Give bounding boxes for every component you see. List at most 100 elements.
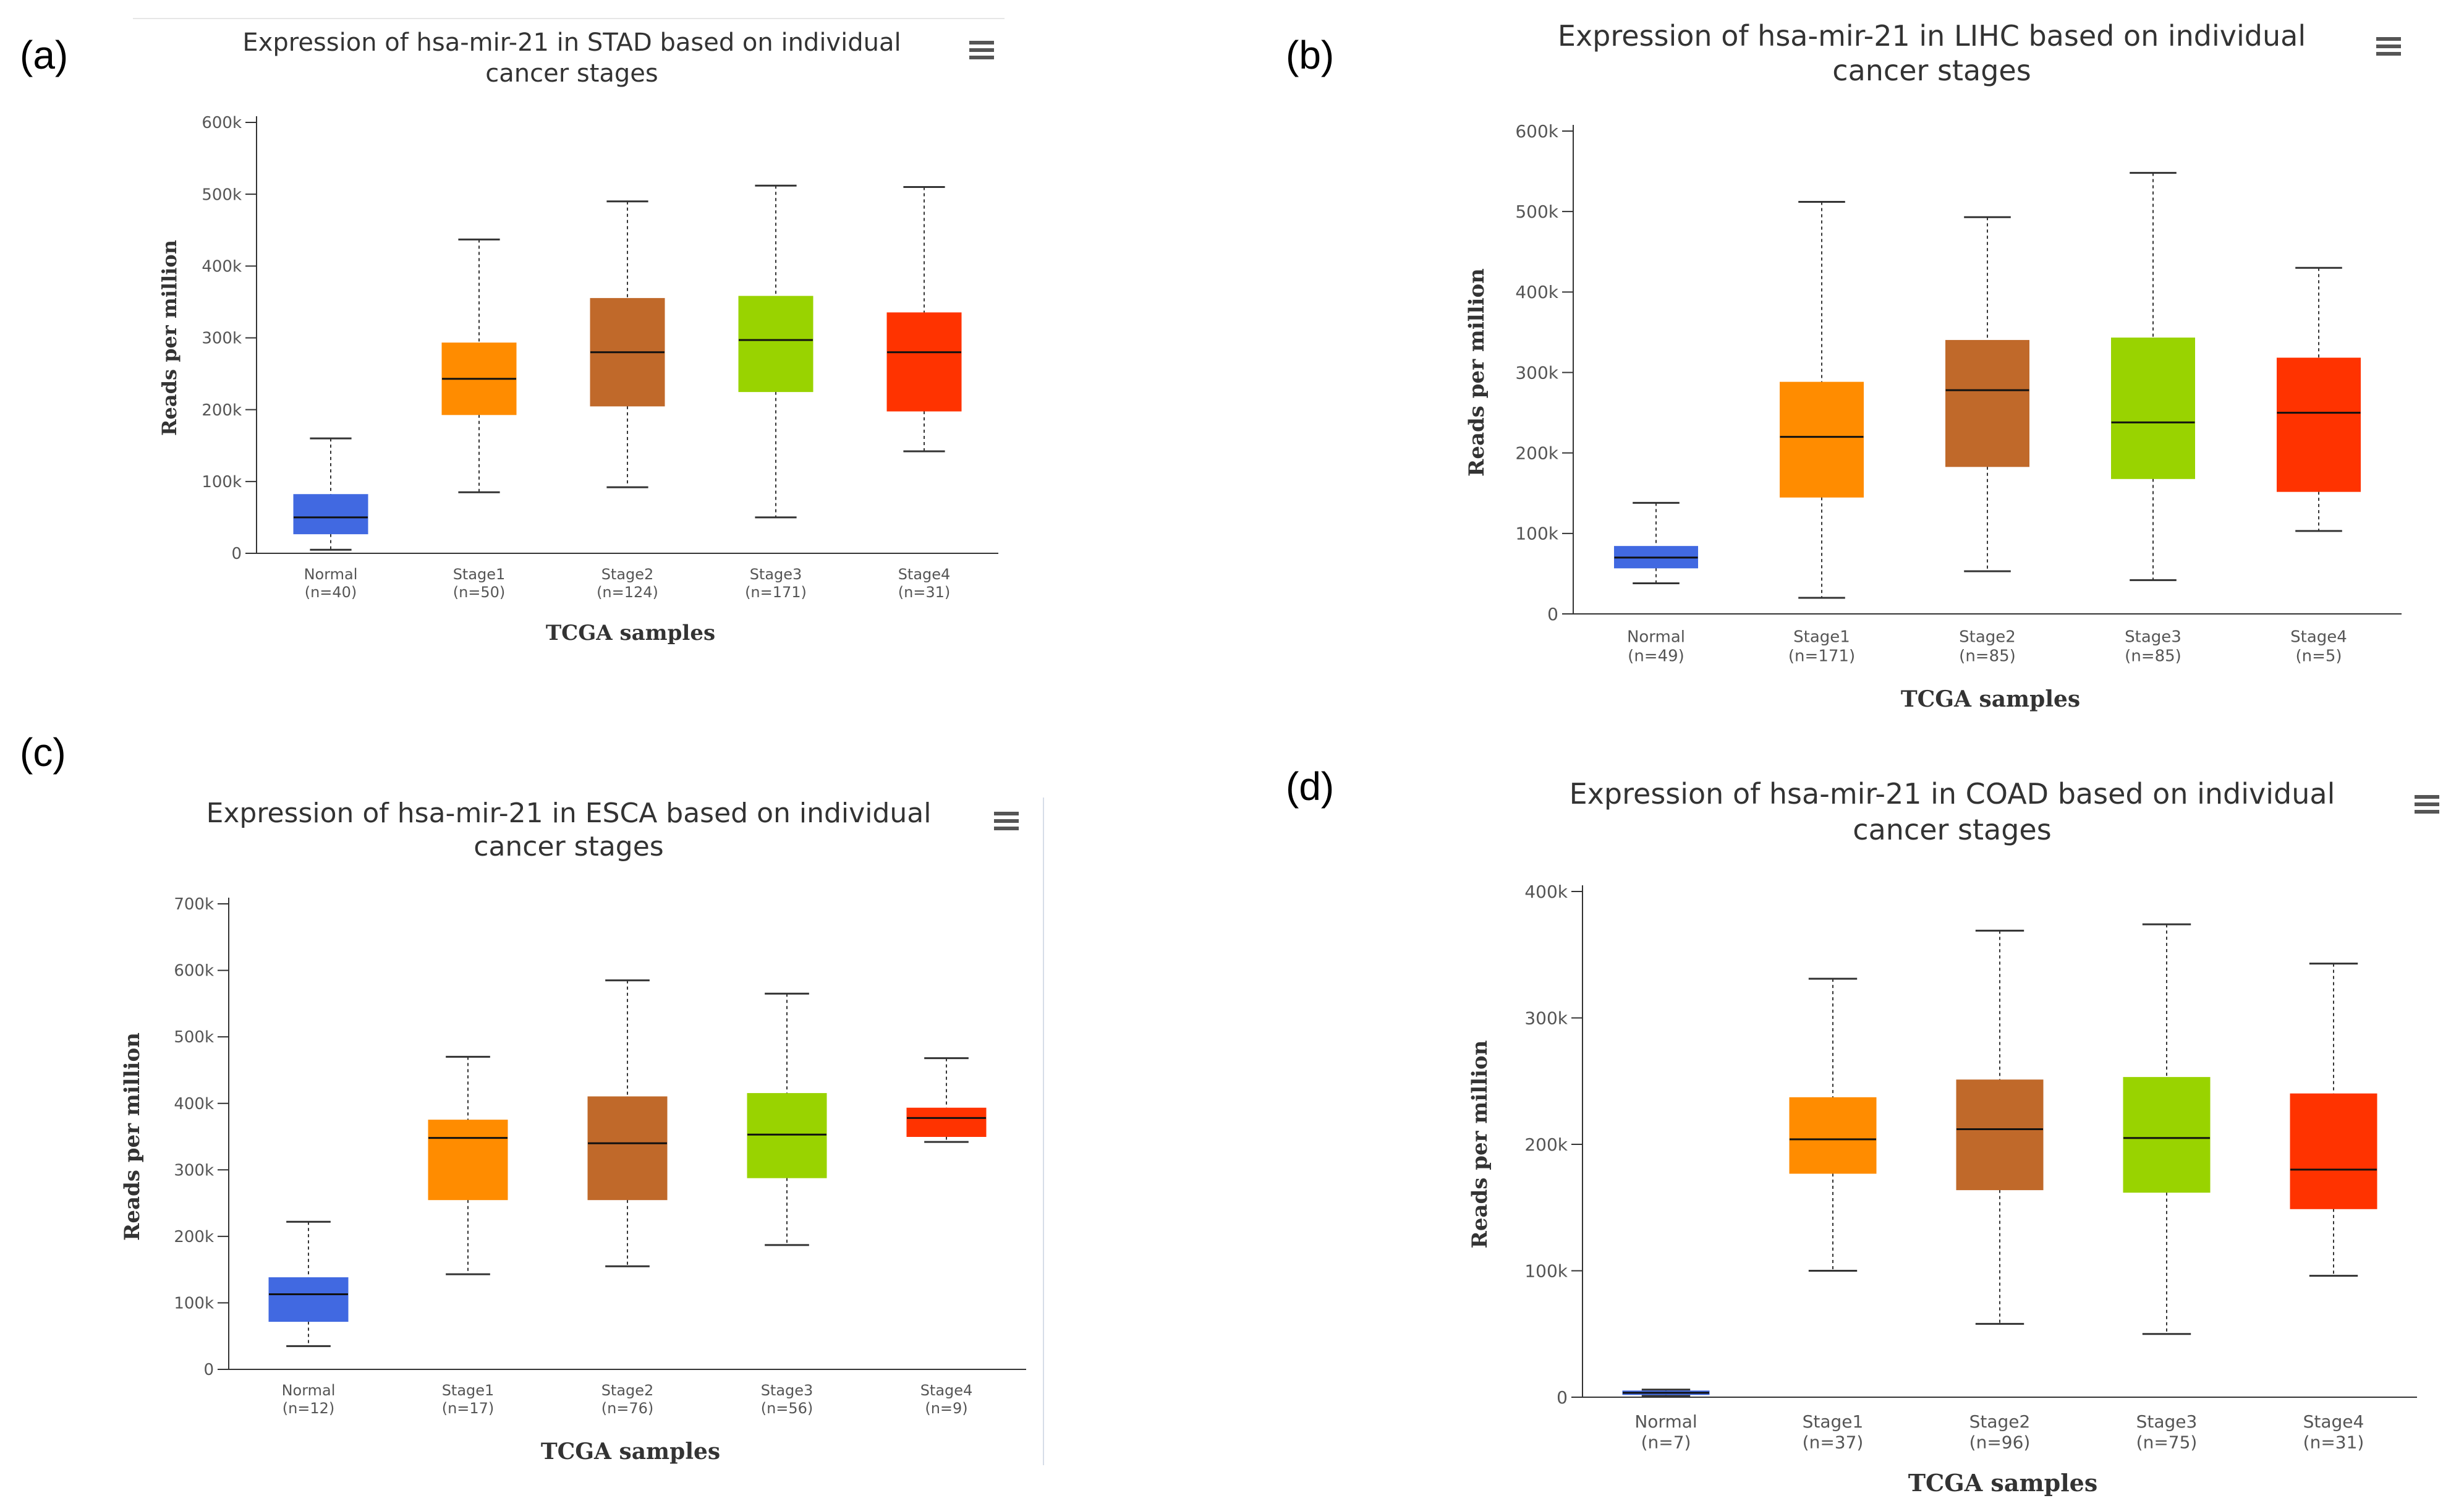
- box-iqr: [1780, 381, 1864, 498]
- y-tick-label: 300k: [1524, 1008, 1568, 1028]
- x-axis-title: TCGA samples: [1901, 686, 2080, 712]
- box-iqr: [886, 312, 962, 412]
- y-tick-label: 400k: [1515, 282, 1558, 302]
- box-iqr: [2290, 1093, 2377, 1209]
- box-iqr: [738, 296, 814, 393]
- category-label: Stage2: [601, 1382, 654, 1399]
- box-iqr: [268, 1277, 349, 1322]
- y-axis-title: Reads per million: [1464, 268, 1489, 477]
- box-stage3: [2123, 923, 2211, 1335]
- chart-panel-4: Expression of hsa-mir-21 in COAD based o…: [1468, 777, 2439, 1497]
- y-tick-label: 300k: [1515, 362, 1558, 383]
- panel-label-d: (d): [1286, 764, 1335, 809]
- chart-title-line-1: Expression of hsa-mir-21 in ESCA based o…: [206, 798, 932, 829]
- box-stage4: [906, 1057, 987, 1143]
- x-axis-title: TCGA samples: [541, 1439, 720, 1465]
- category-label: Stage1: [442, 1382, 495, 1399]
- panel-label-c: (c): [20, 730, 66, 775]
- chart-title-line-2: cancer stages: [1832, 54, 2031, 87]
- y-tick-label: 400k: [202, 257, 242, 276]
- hamburger-menu-icon[interactable]: [2415, 795, 2439, 814]
- y-tick-label: 500k: [1515, 202, 1558, 222]
- y-tick-label: 200k: [1524, 1134, 1568, 1155]
- y-axis-title: Reads per million: [120, 1032, 145, 1241]
- category-count: (n=31): [898, 584, 951, 601]
- y-tick-label: 100k: [174, 1295, 214, 1313]
- box-iqr: [293, 494, 368, 535]
- category-count: (n=5): [2295, 647, 2342, 666]
- y-tick-label: 500k: [174, 1028, 214, 1047]
- y-tick-label: 500k: [202, 185, 242, 204]
- panel-label-b: (b): [1286, 33, 1335, 77]
- category-count: (n=171): [1788, 647, 1855, 666]
- hamburger-menu-icon[interactable]: [2376, 37, 2401, 56]
- category-count: (n=31): [2303, 1432, 2364, 1453]
- category-label: Stage4: [898, 566, 951, 583]
- y-tick-label: 300k: [202, 330, 242, 348]
- category-label: Stage1: [1803, 1411, 1864, 1432]
- category-label: Stage2: [1959, 628, 2016, 647]
- category-count: (n=7): [1641, 1432, 1691, 1453]
- hamburger-menu-icon[interactable]: [994, 812, 1019, 830]
- chart-title-line-2: cancer stages: [485, 59, 658, 88]
- y-tick-label: 700k: [174, 895, 214, 914]
- chart-panel-2: Expression of hsa-mir-21 in LIHC based o…: [1464, 19, 2402, 712]
- box-iqr: [428, 1120, 508, 1201]
- chart-title-line-1: Expression of hsa-mir-21 in STAD based o…: [242, 28, 901, 57]
- box-stage3: [747, 992, 827, 1246]
- category-label: Stage3: [2136, 1411, 2198, 1432]
- box-iqr: [747, 1093, 827, 1178]
- box-stage4: [2277, 266, 2361, 532]
- category-label: Stage2: [1969, 1411, 2031, 1432]
- category-label: Normal: [1627, 628, 1685, 647]
- y-tick-label: 0: [203, 1361, 214, 1379]
- category-label: Stage2: [601, 566, 654, 583]
- y-tick-label: 600k: [174, 962, 214, 981]
- y-tick-label: 400k: [174, 1095, 214, 1113]
- category-count: (n=96): [1969, 1432, 2031, 1453]
- category-count: (n=17): [442, 1400, 495, 1417]
- chart-panel-1: Expression of hsa-mir-21 in STAD based o…: [158, 28, 998, 645]
- box-stage1: [1780, 201, 1864, 599]
- box-stage2: [1956, 929, 2044, 1325]
- box-stage2: [1945, 216, 2029, 572]
- category-label: Stage4: [920, 1382, 973, 1399]
- y-tick-label: 100k: [1524, 1261, 1568, 1281]
- category-count: (n=37): [1803, 1432, 1864, 1453]
- box-stage3: [738, 184, 814, 519]
- box-iqr: [2111, 338, 2195, 479]
- category-label: Stage1: [1793, 628, 1850, 647]
- category-count: (n=40): [305, 584, 357, 601]
- y-tick-label: 600k: [1515, 121, 1558, 142]
- category-label: Stage4: [2303, 1411, 2364, 1432]
- y-axis-title: Reads per million: [1468, 1040, 1492, 1249]
- y-tick-label: 600k: [202, 114, 242, 132]
- box-iqr: [2123, 1077, 2211, 1193]
- category-count: (n=124): [597, 584, 658, 601]
- y-tick-label: 100k: [202, 473, 242, 491]
- y-tick-label: 200k: [1515, 443, 1558, 463]
- y-tick-label: 0: [231, 545, 242, 563]
- category-count: (n=49): [1628, 647, 1684, 666]
- y-tick-label: 200k: [174, 1228, 214, 1246]
- panel-label-a: (a): [20, 33, 69, 77]
- category-count: (n=85): [1959, 647, 2016, 666]
- y-tick-label: 200k: [202, 401, 242, 420]
- box-normal: [1614, 501, 1698, 585]
- category-label: Stage4: [2290, 628, 2347, 647]
- box-stage2: [590, 200, 665, 488]
- box-iqr: [1789, 1097, 1877, 1174]
- category-count: (n=85): [2125, 647, 2181, 666]
- category-label: Normal: [304, 566, 358, 583]
- hamburger-menu-icon[interactable]: [969, 41, 994, 59]
- category-count: (n=12): [283, 1400, 335, 1417]
- box-stage1: [441, 238, 517, 493]
- y-tick-label: 0: [1547, 604, 1558, 624]
- category-count: (n=50): [453, 584, 506, 601]
- category-label: Stage3: [750, 566, 802, 583]
- chart-panel-3: Expression of hsa-mir-21 in ESCA based o…: [120, 798, 1026, 1465]
- y-tick-label: 300k: [174, 1161, 214, 1180]
- category-count: (n=9): [925, 1400, 967, 1417]
- box-normal: [268, 1220, 349, 1347]
